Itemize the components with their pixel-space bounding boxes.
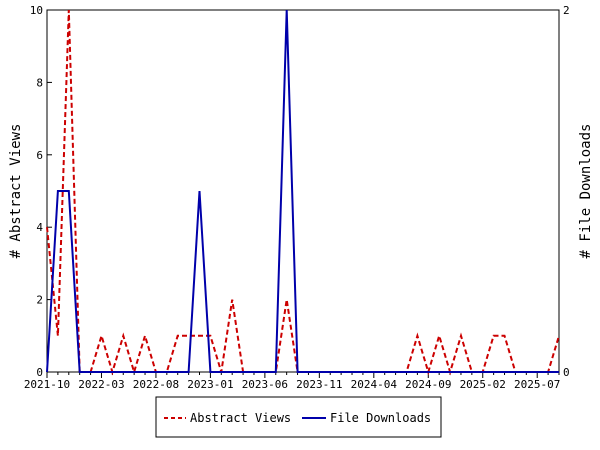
right-axis-title: # File Downloads	[578, 124, 594, 259]
left-tick-label: 4	[36, 221, 43, 234]
x-tick-label: 2025-02	[460, 378, 506, 391]
x-tick-label: 2023-11	[296, 378, 342, 391]
x-tick-label: 2023-01	[187, 378, 233, 391]
left-axis-title: # Abstract Views	[8, 124, 24, 259]
left-tick-label: 0	[36, 366, 43, 379]
left-tick-label: 2	[36, 294, 43, 307]
legend: Abstract Views File Downloads	[155, 396, 442, 438]
x-tick-label: 2024-09	[405, 378, 451, 391]
right-tick-label: 2	[563, 4, 570, 17]
left-tick-label: 10	[30, 4, 43, 17]
legend-label-abstract-views: Abstract Views	[190, 411, 291, 425]
x-tick-label: 2022-08	[133, 378, 179, 391]
series-layer	[46, 9, 560, 376]
left-tick-label: 6	[36, 149, 43, 162]
x-tick-label: 2024-04	[351, 378, 398, 391]
x-tick-label: 2022-03	[78, 378, 124, 391]
x-tick-label: 2021-10	[24, 378, 70, 391]
left-axis: 0 2 4 6 8 10	[30, 4, 52, 379]
legend-label-file-downloads: File Downloads	[330, 411, 431, 425]
legend-box	[155, 396, 442, 438]
series-line-file-downloads	[46, 9, 559, 373]
x-tick-label: 2025-07	[514, 378, 560, 391]
plot-area	[46, 9, 560, 373]
x-tick-label: 2023-06	[242, 378, 288, 391]
right-tick-label: 0	[563, 366, 570, 379]
x-axis: 2021-10 2022-03 2022-08 2023-01 2023-06 2023-…	[24, 372, 560, 391]
left-tick-label: 8	[36, 76, 43, 89]
